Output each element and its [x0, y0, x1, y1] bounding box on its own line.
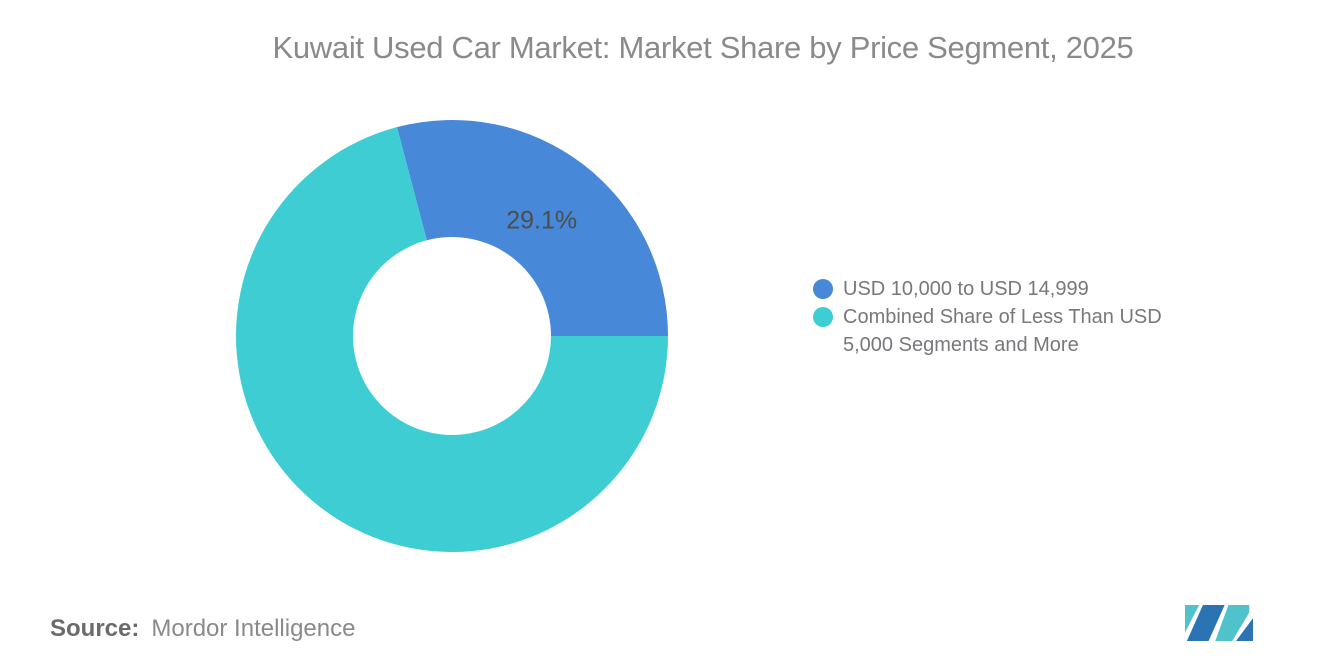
legend-item-combined-share[interactable]: Combined Share of Less Than USD 5,000 Se…: [813, 303, 1203, 359]
logo-teal-middle-stripe: [1215, 605, 1250, 641]
logo-teal-left-triangle: [1185, 605, 1200, 633]
legend: USD 10,000 to USD 14,999 Combined Share …: [813, 275, 1203, 359]
legend-label: USD 10,000 to USD 14,999: [843, 278, 1089, 300]
legend-label: Combined Share of Less Than USD 5,000 Se…: [843, 306, 1162, 356]
slice-data-label: 29.1%: [506, 207, 577, 235]
pie-slice-0[interactable]: [396, 120, 668, 336]
source-value: Mordor Intelligence: [151, 615, 356, 642]
donut-chart: 29.1%: [235, 120, 668, 553]
chart-title: Kuwait Used Car Market: Market Share by …: [272, 30, 1134, 65]
legend-item-usd-10000-14999[interactable]: USD 10,000 to USD 14,999: [813, 275, 1203, 303]
source-label: Source:: [50, 615, 140, 642]
mordor-intelligence-logo: [1185, 605, 1253, 641]
legend-marker-blue-icon: [813, 279, 833, 299]
legend-marker-teal-icon: [813, 307, 833, 327]
source-line: Source: Mordor Intelligence: [50, 615, 355, 643]
logo-blue-left-stripe: [1186, 605, 1225, 641]
pie-slice-1[interactable]: [235, 127, 668, 553]
